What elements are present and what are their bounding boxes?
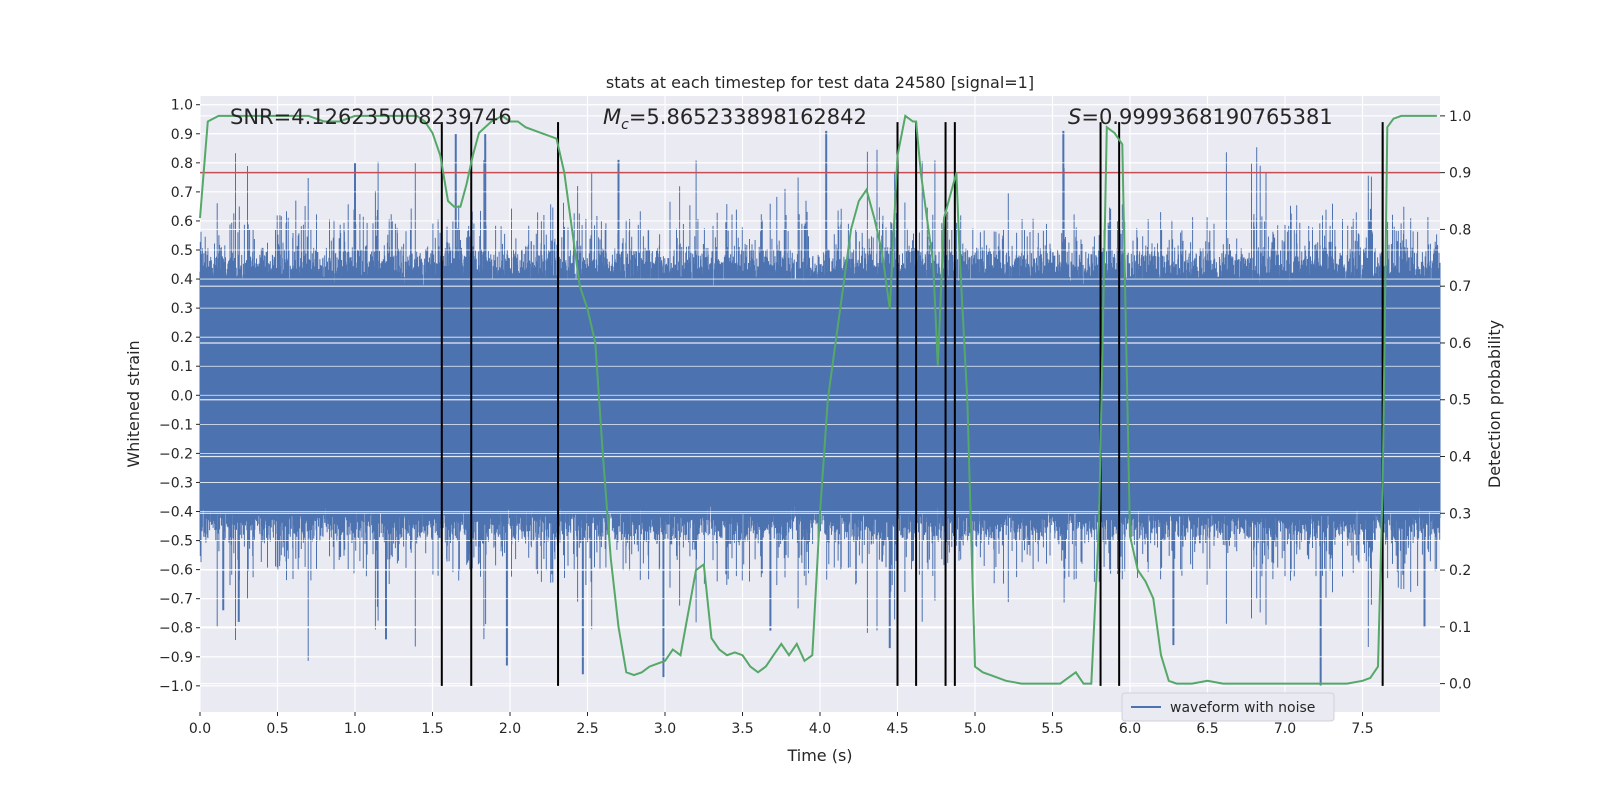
y-left-tick-label: 0.9 [171,127,193,143]
y-left-tick-label: 0.7 [171,185,193,201]
y-right-tick-label: 0.4 [1449,450,1471,466]
x-tick-label: 5.0 [964,721,986,737]
y-left-tick-label: 0.2 [171,330,193,346]
x-tick-label: 3.5 [731,721,753,737]
x-axis-label: Time (s) [786,746,852,765]
legend-entry-label: waveform with noise [1170,700,1315,716]
score-annotation: S=0.9999368190765381 [1068,105,1333,129]
y-left-tick-label: −0.3 [159,475,193,491]
chirp-mass-annotation: Mc=5.865233898162842 [603,105,867,133]
y-right-tick-label: 0.3 [1449,506,1471,522]
y-right-tick-label: 0.7 [1449,279,1471,295]
x-tick-label: 1.5 [421,721,443,737]
snr-annotation: SNR=4.126235008239746 [230,105,512,129]
x-tick-label: 7.0 [1274,721,1296,737]
y-left-tick-label: −0.5 [159,534,193,550]
x-tick-label: 4.0 [809,721,831,737]
x-tick-label: 2.5 [576,721,598,737]
axis-layer: 0.0 0.5 1.0 1.5 2.0 2.5 3.0 3.5 4.0 4.5 5.0 5.5 6.0 6… [159,98,1471,737]
x-tick-label: 0.0 [189,721,211,737]
y-left-tick-label: −0.1 [159,417,193,433]
y-right-tick-label: 0.1 [1449,620,1471,636]
y-right-tick-label: 0.6 [1449,336,1471,352]
y-left-tick-label: −0.7 [159,592,193,608]
y-left-tick-label: 0.5 [171,243,193,259]
y-left-tick-label: −0.4 [159,505,193,521]
x-tick-label: 6.5 [1196,721,1218,737]
y-right-tick-label: 0.5 [1449,393,1471,409]
y-left-tick-label: 0.8 [171,156,193,172]
overlay-layer [199,114,1440,686]
y-right-tick-label: 1.0 [1449,109,1471,125]
y-left-tick-label: 0.6 [171,214,193,230]
x-tick-label: 7.5 [1351,721,1373,737]
y-left-tick-label: −0.6 [159,563,193,579]
chart-title: stats at each timestep for test data 245… [606,73,1034,92]
waveform-layer [199,104,1441,687]
y-left-tick-label: 0.0 [171,388,193,404]
x-tick-label: 1.0 [344,721,366,737]
legend: waveform with noise [1121,692,1335,722]
y-right-tick-label: 0.8 [1449,222,1471,238]
y-axis-right-label: Detection probability [1485,320,1504,488]
y-left-tick-label: −1.0 [159,679,193,695]
y-left-tick-label: 0.4 [171,272,193,288]
x-tick-label: 0.5 [266,721,288,737]
y-right-tick-label: 0.0 [1449,677,1471,693]
x-tick-label: 4.5 [886,721,908,737]
y-left-tick-label: −0.9 [159,650,193,666]
y-left-tick-label: −0.2 [159,446,193,462]
y-left-tick-label: 0.3 [171,301,193,317]
y-left-tick-label: −0.8 [159,621,193,637]
y-left-tick-label: 0.1 [171,359,193,375]
y-right-tick-label: 0.2 [1449,563,1471,579]
y-left-tick-label: 1.0 [171,98,193,114]
x-tick-label: 3.0 [654,721,676,737]
y-axis-left-label: Whitened strain [124,340,143,467]
y-right-tick-label: 0.9 [1449,166,1471,182]
detection-probability-line [199,114,1437,685]
legend-box [1121,692,1335,722]
x-tick-label: 2.0 [499,721,521,737]
x-tick-label: 5.5 [1041,721,1063,737]
x-tick-label: 6.0 [1119,721,1141,737]
